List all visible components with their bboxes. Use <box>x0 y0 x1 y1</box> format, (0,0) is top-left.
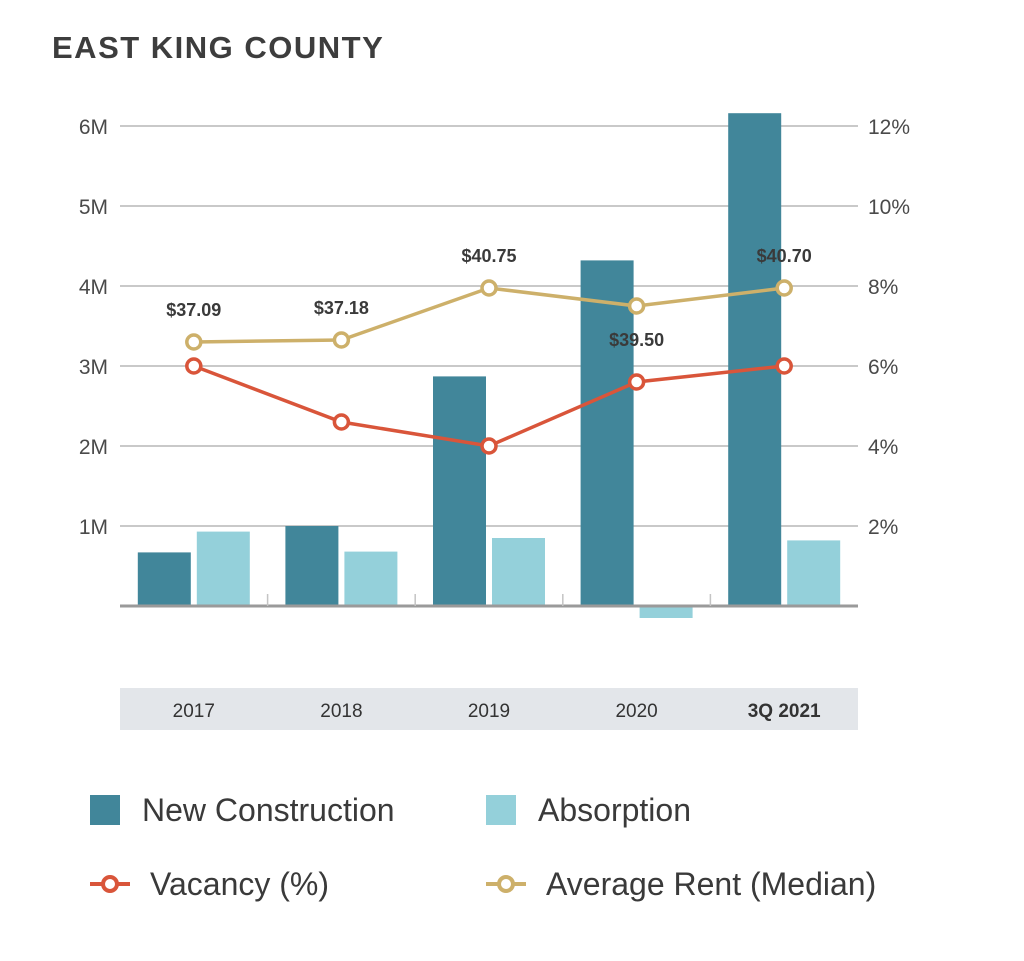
y-right-tick-label: 4% <box>868 436 898 459</box>
legend-marker-average-rent-median <box>497 875 515 893</box>
legend-label-absorption: Absorption <box>538 792 691 828</box>
y-right-tick-label: 2% <box>868 516 898 539</box>
new-construction-bar <box>137 552 191 606</box>
x-tick-label: 2019 <box>468 701 510 722</box>
new-construction-bar <box>580 260 634 606</box>
y-left-tick-label: 1M <box>79 516 108 539</box>
absorption-bar <box>639 606 693 618</box>
x-tick-label: 2017 <box>173 701 215 722</box>
y-left-tick-label: 2M <box>79 436 108 459</box>
vacancy-point <box>332 413 351 431</box>
rent-data-label: $37.18 <box>314 298 369 318</box>
vacancy-point <box>480 437 498 455</box>
new-construction-bar <box>285 526 339 606</box>
legend-label-average-rent-median: Average Rent (Median) <box>546 866 876 902</box>
rent-data-label: $40.70 <box>757 246 812 266</box>
y-left-tick-label: 4M <box>79 276 108 299</box>
rent-point <box>775 279 793 297</box>
rent-data-label: $40.75 <box>461 246 516 266</box>
y-left-tick-label: 6M <box>79 116 108 139</box>
new-construction-bar <box>433 376 486 606</box>
vacancy-point <box>627 373 646 391</box>
vacancy-point <box>185 357 203 375</box>
x-tick-label: 2018 <box>320 701 362 722</box>
y-left-tick-label: 5M <box>79 196 108 219</box>
legend-swatch-new-construction <box>90 795 120 825</box>
x-tick-label: 3Q 2021 <box>748 701 821 722</box>
legend-marker-vacancy <box>101 875 119 893</box>
new-construction-bar <box>728 113 782 606</box>
x-tick-label: 2020 <box>615 701 657 722</box>
y-right-tick-label: 12% <box>868 116 910 139</box>
rent-point <box>332 331 351 349</box>
rent-data-label: $39.50 <box>609 330 664 350</box>
chart-title: EAST KING COUNTY <box>52 30 385 65</box>
legend-swatch-absorption <box>486 795 516 825</box>
rent-data-label: $37.09 <box>166 300 221 320</box>
legend-label-new-construction: New Construction <box>142 792 395 828</box>
rent-point <box>627 297 646 315</box>
vacancy-point <box>775 357 793 375</box>
rent-point <box>480 279 498 297</box>
rent-point <box>185 333 203 351</box>
category-band <box>120 688 858 730</box>
y-right-tick-label: 10% <box>868 196 910 219</box>
legend-label-vacancy: Vacancy (%) <box>150 866 329 902</box>
absorption-bar <box>492 538 545 606</box>
absorption-bar <box>196 531 250 606</box>
absorption-bar <box>344 551 398 606</box>
vacancy-line <box>193 364 785 448</box>
y-left-tick-label: 3M <box>79 356 108 379</box>
absorption-bar <box>787 540 841 606</box>
y-right-tick-label: 6% <box>868 356 898 379</box>
y-right-tick-label: 8% <box>868 276 898 299</box>
